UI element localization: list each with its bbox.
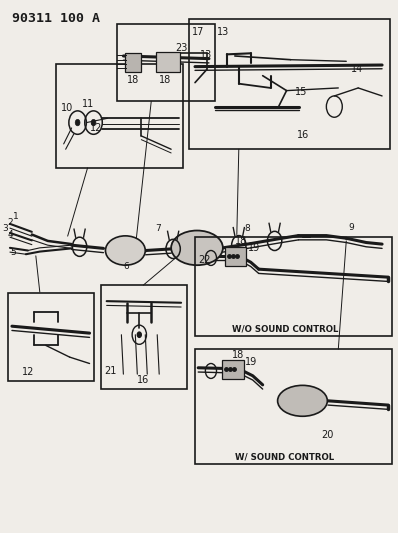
Text: 14: 14 bbox=[351, 63, 363, 74]
Text: 10: 10 bbox=[60, 103, 73, 113]
Text: 1: 1 bbox=[13, 212, 18, 221]
Circle shape bbox=[91, 119, 96, 126]
Text: 13: 13 bbox=[200, 50, 212, 60]
Text: 19: 19 bbox=[248, 243, 260, 253]
Bar bbox=[195, 349, 392, 464]
Text: 18: 18 bbox=[159, 75, 172, 85]
Text: 20: 20 bbox=[321, 430, 333, 440]
Text: 13: 13 bbox=[217, 27, 229, 37]
Text: 8: 8 bbox=[245, 224, 250, 233]
Text: 17: 17 bbox=[192, 27, 204, 37]
Bar bbox=[101, 285, 187, 389]
Text: 23: 23 bbox=[175, 43, 187, 53]
Text: 3: 3 bbox=[2, 224, 8, 233]
Bar bbox=[8, 293, 94, 381]
FancyBboxPatch shape bbox=[125, 53, 141, 72]
Text: 90311 100 A: 90311 100 A bbox=[12, 12, 100, 25]
Bar bbox=[56, 64, 183, 168]
Bar bbox=[195, 237, 392, 336]
Text: 6: 6 bbox=[123, 262, 129, 271]
Text: 2: 2 bbox=[7, 218, 13, 227]
Text: 19: 19 bbox=[245, 357, 258, 367]
Text: W/ SOUND CONTROL: W/ SOUND CONTROL bbox=[235, 452, 334, 461]
Text: 18: 18 bbox=[235, 236, 247, 246]
Text: 21: 21 bbox=[105, 366, 117, 376]
Text: 22: 22 bbox=[198, 255, 211, 265]
Circle shape bbox=[137, 332, 141, 337]
FancyBboxPatch shape bbox=[156, 52, 180, 72]
Text: 15: 15 bbox=[295, 87, 307, 97]
Text: 9: 9 bbox=[348, 223, 354, 232]
Ellipse shape bbox=[171, 230, 223, 265]
Bar bbox=[117, 24, 215, 101]
Ellipse shape bbox=[105, 236, 145, 265]
FancyBboxPatch shape bbox=[225, 247, 246, 266]
Text: 7: 7 bbox=[155, 224, 161, 233]
Circle shape bbox=[75, 119, 80, 126]
Text: 18: 18 bbox=[232, 350, 244, 360]
Text: 12: 12 bbox=[22, 367, 34, 377]
Text: 5: 5 bbox=[10, 248, 16, 257]
Text: W/O SOUND CONTROL: W/O SOUND CONTROL bbox=[232, 324, 338, 333]
Text: 11: 11 bbox=[82, 99, 94, 109]
Bar bbox=[189, 19, 390, 149]
Ellipse shape bbox=[278, 385, 327, 416]
Text: 16: 16 bbox=[137, 375, 150, 385]
Text: 16: 16 bbox=[297, 130, 309, 140]
Text: 4: 4 bbox=[7, 230, 13, 239]
Text: 12: 12 bbox=[90, 123, 102, 133]
Text: 18: 18 bbox=[127, 75, 140, 85]
FancyBboxPatch shape bbox=[222, 360, 244, 379]
